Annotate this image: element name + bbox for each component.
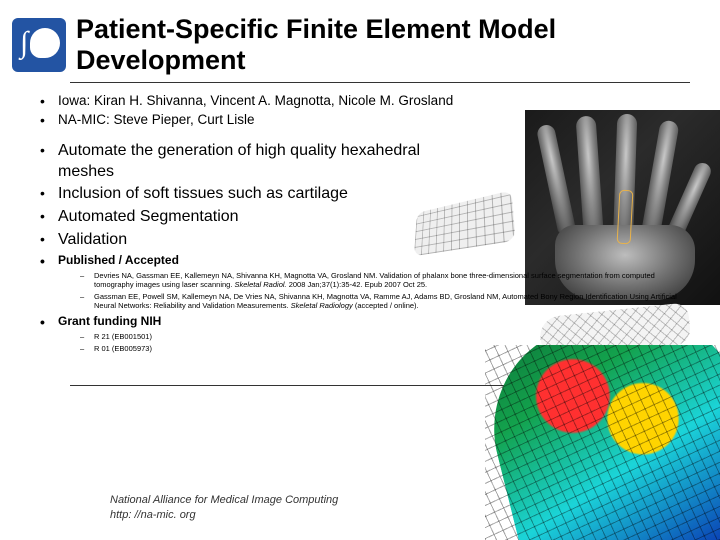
grants-block: Grant funding NIH R 21 (EB001501) R 01 (… bbox=[34, 314, 690, 353]
bullet-point: Automated Segmentation bbox=[34, 207, 454, 228]
authors-list: Iowa: Kiran H. Shivanna, Vincent A. Magn… bbox=[34, 93, 690, 129]
fe-color-mesh-image bbox=[485, 345, 720, 540]
slide: ∫ Patient-Specific Finite Element Model … bbox=[0, 0, 720, 540]
grants-heading-text: Grant funding NIH bbox=[58, 314, 161, 328]
grants-list: R 21 (EB001501) R 01 (EB005973) bbox=[58, 332, 690, 353]
namic-logo: ∫ bbox=[12, 18, 66, 72]
main-points-list: Automate the generation of high quality … bbox=[34, 141, 690, 251]
title-divider bbox=[70, 82, 690, 83]
author-line: NA-MIC: Steve Pieper, Curt Lisle bbox=[34, 112, 690, 129]
footer: National Alliance for Medical Image Comp… bbox=[110, 493, 338, 522]
publication-item: Devries NA, Gassman EE, Kallemeyn NA, Sh… bbox=[80, 271, 690, 290]
pub-journal: Skeletal Radiol. bbox=[235, 280, 287, 289]
publications-list: Devries NA, Gassman EE, Kallemeyn NA, Sh… bbox=[58, 271, 690, 311]
pub-citation: (accepted / online). bbox=[353, 301, 419, 310]
grant-item: R 21 (EB001501) bbox=[80, 332, 690, 341]
header: ∫ Patient-Specific Finite Element Model … bbox=[0, 0, 720, 80]
footer-org: National Alliance for Medical Image Comp… bbox=[110, 493, 338, 507]
pub-citation: 2008 Jan;37(1):35-42. Epub 2007 Oct 25. bbox=[287, 280, 428, 289]
footer-url: http: //na-mic. org bbox=[110, 508, 338, 522]
publication-item: Gassman EE, Powell SM, Kallemeyn NA, De … bbox=[80, 292, 690, 311]
grant-item: R 01 (EB005973) bbox=[80, 344, 690, 353]
publications-block: Published / Accepted Devries NA, Gassman… bbox=[34, 253, 690, 311]
bullet-point: Validation bbox=[34, 230, 454, 251]
bullet-point: Automate the generation of high quality … bbox=[34, 141, 454, 183]
content-area: Iowa: Kiran H. Shivanna, Vincent A. Magn… bbox=[0, 89, 720, 353]
publications-heading: Published / Accepted Devries NA, Gassman… bbox=[34, 253, 690, 311]
bullet-point: Inclusion of soft tissues such as cartil… bbox=[34, 184, 454, 205]
author-line: Iowa: Kiran H. Shivanna, Vincent A. Magn… bbox=[34, 93, 690, 110]
pub-journal: Skeletal Radiology bbox=[291, 301, 353, 310]
publications-heading-text: Published / Accepted bbox=[58, 253, 179, 267]
slide-title: Patient-Specific Finite Element Model De… bbox=[76, 14, 708, 76]
grants-heading: Grant funding NIH R 21 (EB001501) R 01 (… bbox=[34, 314, 690, 353]
